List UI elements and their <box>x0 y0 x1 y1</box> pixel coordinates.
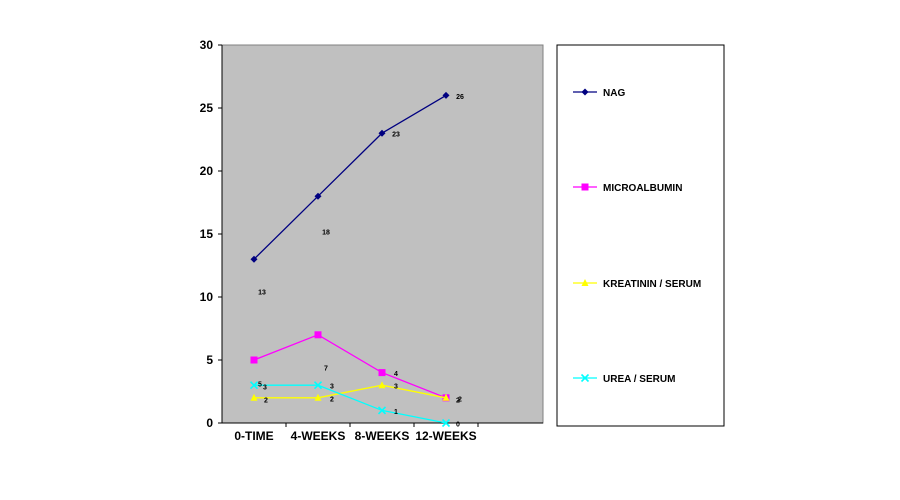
x-tick-label: 4-WEEKS <box>291 429 346 443</box>
legend-label: UREA / SERUM <box>603 374 675 385</box>
data-label-nag: 13 <box>258 290 266 297</box>
legend-marker-kreatinin-serum <box>581 279 589 286</box>
data-point-nag <box>442 91 450 99</box>
y-tick-label: 0 <box>206 416 213 430</box>
y-tick-label: 30 <box>200 38 214 52</box>
legend-box <box>556 44 725 427</box>
data-point-urea-serum <box>249 381 259 390</box>
series-line-nag <box>253 94 447 260</box>
y-tick-label: 25 <box>200 101 214 115</box>
data-point-kreatinin-serum <box>378 381 386 389</box>
data-label-microalbumin: 5 <box>258 382 262 389</box>
legend-marker-urea-serum <box>580 373 590 383</box>
data-label-urea-serum: 3 <box>263 385 267 392</box>
legend-marker-nag <box>581 88 589 96</box>
data-point-microalbumin <box>378 369 386 377</box>
legend-item-urea-serum: UREA / SERUM <box>573 373 675 385</box>
data-label-kreatinin-serum: 2 <box>264 397 268 404</box>
data-label-microalbumin: 4 <box>394 371 398 378</box>
y-tick-label: 15 <box>200 227 214 241</box>
y-ticks: 0 5 10 15 20 25 30 <box>200 38 222 430</box>
y-tick-label: 20 <box>200 164 214 178</box>
legend-label: MICROALBUMIN <box>603 183 682 194</box>
x-tick-label: 0-TIME <box>234 429 273 443</box>
series-line-microalbumin <box>253 334 447 399</box>
data-label-urea-serum: 3 <box>330 384 334 391</box>
legend-marker-microalbumin <box>581 183 589 191</box>
data-label-kreatinin-serum: 3 <box>394 384 398 391</box>
legend-item-microalbumin: MICROALBUMIN <box>573 183 682 194</box>
data-point-nag <box>250 255 258 263</box>
x-ticks: 0-TIME 4-WEEKS 8-WEEKS 12-WEEKS <box>234 423 479 443</box>
series-line-kreatinin-serum <box>254 384 447 399</box>
legend-item-nag: NAG <box>573 88 625 99</box>
data-label-nag: 23 <box>392 132 400 139</box>
legend-label: NAG <box>603 88 625 99</box>
x-tick-label: 12-WEEKS <box>415 429 476 443</box>
data-label-kreatinin-serum: 2 <box>456 397 460 404</box>
data-point-urea-serum <box>313 381 323 390</box>
series-layer <box>249 91 451 428</box>
data-label-nag: 26 <box>456 94 464 101</box>
data-point-kreatinin-serum <box>314 393 322 401</box>
data-point-urea-serum <box>377 406 387 415</box>
data-label-nag: 18 <box>322 230 330 237</box>
data-point-kreatinin-serum <box>442 393 450 401</box>
data-label-urea-serum: 0 <box>456 422 460 429</box>
y-tick-label: 5 <box>206 353 213 367</box>
series-line-urea-serum <box>254 384 447 424</box>
data-point-nag <box>378 129 386 137</box>
data-label-microalbumin: 2 <box>458 396 462 403</box>
data-point-kreatinin-serum <box>250 393 258 401</box>
data-point-microalbumin <box>250 356 258 364</box>
y-tick-label: 10 <box>200 290 214 304</box>
legend-label: KREATININ / SERUM <box>603 279 701 290</box>
x-tick-label: 8-WEEKS <box>355 429 410 443</box>
data-label-urea-serum: 1 <box>394 409 398 416</box>
plot-area <box>221 44 544 424</box>
data-label-kreatinin-serum: 2 <box>330 396 334 403</box>
data-label-microalbumin: 7 <box>324 365 328 372</box>
data-point-nag <box>314 192 322 200</box>
data-point-microalbumin <box>314 331 322 339</box>
data-point-urea-serum <box>441 418 451 428</box>
legend-item-kreatinin-serum: KREATININ / SERUM <box>573 279 701 290</box>
legend: NAG MICROALBUMIN KREATININ / SERUM UREA / S… <box>573 88 701 385</box>
